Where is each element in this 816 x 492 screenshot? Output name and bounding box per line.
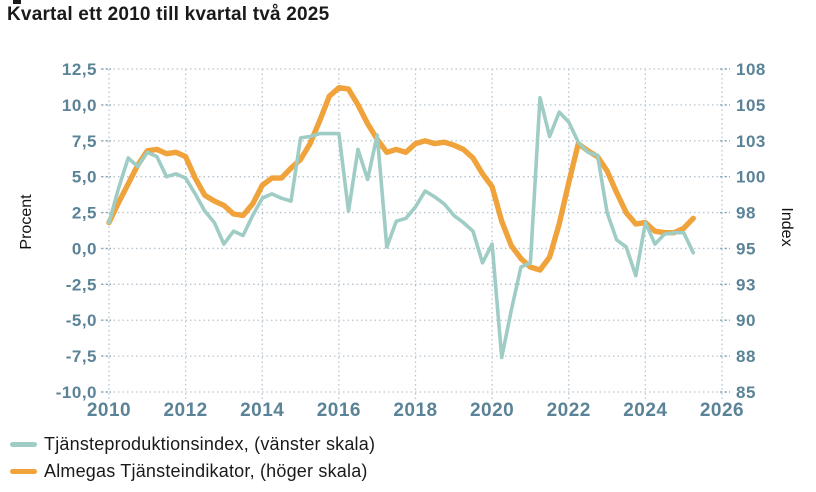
svg-text:103: 103 <box>736 132 766 151</box>
svg-text:10,0: 10,0 <box>62 96 97 115</box>
x-tick-labels: 2010 2012 2014 2016 2018 2020 2022 2024 2026 <box>87 400 744 421</box>
svg-text:93: 93 <box>736 275 756 294</box>
svg-text:7,5: 7,5 <box>72 132 97 151</box>
svg-text:2016: 2016 <box>317 400 361 421</box>
axis-ticks <box>101 68 730 393</box>
y-tick-labels-right: 108 105 103 100 98 95 93 90 88 85 <box>736 60 766 402</box>
svg-text:2024: 2024 <box>623 400 667 421</box>
svg-text:2020: 2020 <box>470 400 514 421</box>
y-tick-labels-left: 12,5 10,0 7,5 5,0 2,5 0,0 -2,5 -5,0 -7,5 -10,0 <box>56 60 97 402</box>
svg-text:105: 105 <box>736 96 766 115</box>
legend-label-orange: Almegas Tjänsteindikator, (höger skala) <box>44 461 368 481</box>
svg-text:0,0: 0,0 <box>72 239 97 258</box>
gridlines <box>108 68 723 401</box>
svg-text:-7,5: -7,5 <box>66 347 97 366</box>
svg-text:-2,5: -2,5 <box>66 275 97 294</box>
svg-text:100: 100 <box>736 168 766 187</box>
chart-title: Kvartal ett 2010 till kvartal två 2025 <box>7 4 330 25</box>
legend-swatch-orange <box>10 469 37 474</box>
cropped-text-fragment <box>13 0 21 4</box>
svg-text:2014: 2014 <box>240 400 284 421</box>
svg-text:12,5: 12,5 <box>62 60 97 79</box>
series-line-tjansteproduktionsindex <box>107 95 696 360</box>
svg-text:5,0: 5,0 <box>72 168 97 187</box>
legend-item: Tjänsteproduktionsindex, (vänster skala) <box>10 431 375 458</box>
svg-text:2022: 2022 <box>547 400 591 421</box>
svg-text:2026: 2026 <box>700 400 744 421</box>
svg-text:85: 85 <box>736 383 756 402</box>
svg-text:108: 108 <box>736 60 766 79</box>
svg-text:-10,0: -10,0 <box>56 383 97 402</box>
series-line-almegas-tjansteindikator <box>106 84 696 273</box>
svg-text:90: 90 <box>736 311 756 330</box>
legend-swatch-teal <box>10 442 37 447</box>
svg-text:95: 95 <box>736 239 756 258</box>
svg-text:88: 88 <box>736 347 756 366</box>
svg-text:2012: 2012 <box>163 400 207 421</box>
right-axis-title: Index <box>778 207 795 247</box>
svg-text:2,5: 2,5 <box>72 204 97 223</box>
legend: Tjänsteproduktionsindex, (vänster skala)… <box>10 431 375 485</box>
legend-label-teal: Tjänsteproduktionsindex, (vänster skala) <box>44 434 376 454</box>
legend-item: Almegas Tjänsteindikator, (höger skala) <box>10 458 375 485</box>
left-axis-title: Procent <box>18 194 35 250</box>
svg-text:-5,0: -5,0 <box>66 311 97 330</box>
svg-text:2010: 2010 <box>87 400 131 421</box>
svg-text:98: 98 <box>736 204 756 223</box>
svg-text:2018: 2018 <box>393 400 437 421</box>
